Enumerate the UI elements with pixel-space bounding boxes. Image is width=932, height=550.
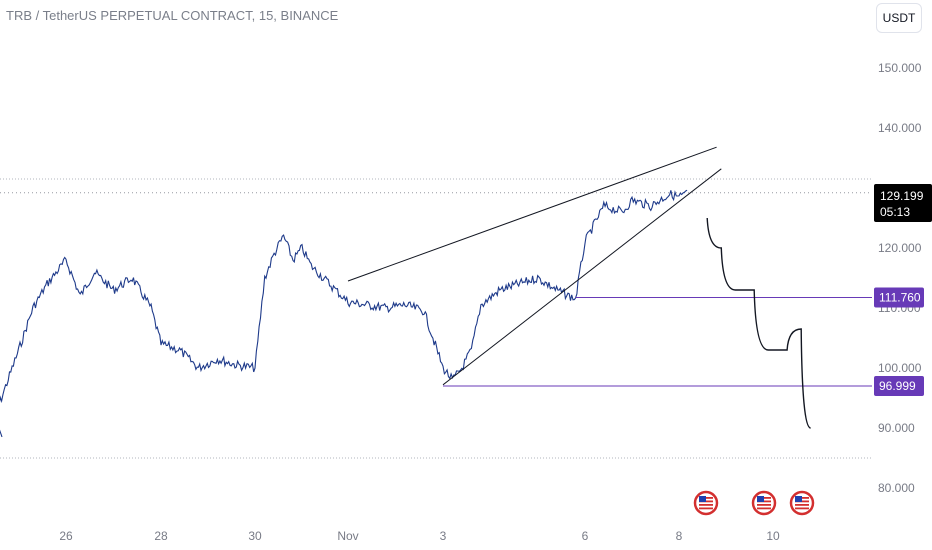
price-label-box — [874, 184, 932, 222]
level-label-box — [874, 376, 924, 397]
chart-title: TRB / TetherUS PERPETUAL CONTRACT, 15, B… — [6, 8, 339, 23]
us-flag-icon[interactable] — [693, 490, 719, 516]
y-tick-label: 90.000 — [878, 421, 915, 435]
us-flag-icon[interactable] — [751, 490, 777, 516]
y-tick-label: 80.000 — [878, 481, 915, 495]
level-label-value: 96.999 — [879, 379, 916, 393]
wedge-lower-trendline — [442, 168, 722, 386]
x-tick-label: 30 — [248, 529, 262, 543]
price-series-line — [0, 189, 688, 438]
level-label-box — [874, 287, 924, 308]
x-tick-label: 6 — [582, 529, 589, 543]
currency-button[interactable]: USDT — [876, 3, 922, 33]
x-tick-label: 26 — [59, 529, 73, 543]
us-flag-icon[interactable] — [789, 490, 815, 516]
y-tick-label: 140.000 — [878, 121, 922, 135]
y-tick-label: 150.000 — [878, 61, 922, 75]
x-tick-label: 8 — [676, 529, 683, 543]
x-tick-label: Nov — [337, 529, 358, 543]
price-label-value: 129.199 — [880, 189, 924, 203]
price-label-countdown: 05:13 — [880, 205, 910, 219]
y-tick-label: 120.000 — [878, 241, 922, 255]
x-tick-label: 28 — [154, 529, 168, 543]
projection-path — [706, 217, 811, 429]
x-tick-label: 3 — [440, 529, 447, 543]
y-tick-label: 100.000 — [878, 361, 922, 375]
wedge-upper-trendline — [347, 146, 717, 282]
x-tick-label: 10 — [766, 529, 780, 543]
level-label-value: 111.760 — [879, 290, 921, 304]
